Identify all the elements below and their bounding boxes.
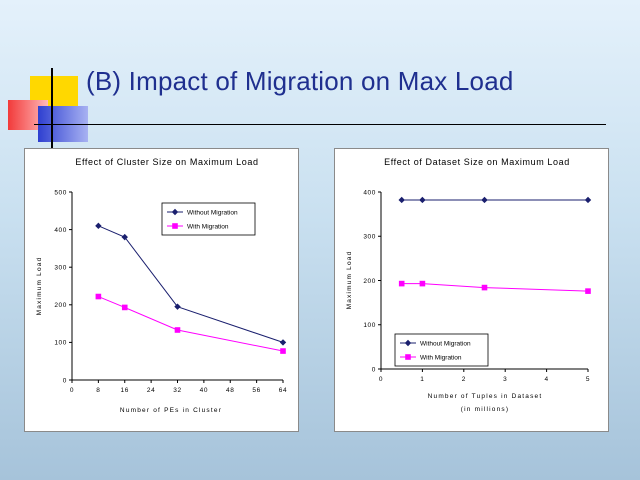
data-point: [481, 196, 488, 204]
deco-vertical-line: [51, 68, 53, 148]
x-tick-label: 1: [420, 376, 424, 383]
y-tick-label: 100: [363, 322, 376, 329]
x-tick-label: 0: [379, 376, 383, 383]
x-tick-label: 64: [279, 387, 287, 394]
x-tick-label: 24: [147, 387, 155, 394]
y-tick-label: 0: [372, 366, 376, 373]
data-point: [398, 196, 405, 204]
data-point: [121, 233, 128, 241]
data-point: [280, 348, 286, 354]
x-tick-label: 8: [96, 387, 100, 394]
chart-axes: 0 100 200 300 400 500 0 8 16 24 32 40 48 56 64: [54, 189, 287, 394]
x-tick-label: 48: [226, 387, 234, 394]
x-tick-label: 32: [173, 387, 181, 394]
x-tick-label: 4: [544, 376, 548, 383]
data-point: [584, 196, 592, 204]
data-point: [398, 280, 405, 287]
chart-dataset-size-svg: Effect of Dataset Size on Maximum Load 0…: [346, 157, 592, 413]
y-axis-label: Maximum Load: [346, 251, 353, 310]
legend-label: With Migration: [187, 223, 229, 230]
y-tick-label: 0: [63, 377, 67, 384]
y-tick-label: 100: [54, 340, 67, 347]
title-underline-rule: [34, 124, 606, 125]
series-line: [98, 225, 284, 343]
legend-marker: [404, 339, 412, 347]
chart-panel-dataset-size: Effect of Dataset Size on Maximum Load 0…: [334, 148, 609, 432]
x-tick-label: 2: [462, 376, 466, 383]
data-point: [95, 222, 102, 230]
legend-label: Without Migration: [187, 209, 238, 216]
slide-title: (B) Impact of Migration on Max Load: [86, 66, 514, 96]
y-tick-label: 300: [363, 234, 376, 241]
legend-marker: [172, 223, 178, 229]
data-point: [95, 293, 102, 300]
data-point: [585, 288, 591, 294]
series-layer: [398, 196, 592, 294]
y-tick-label: 400: [363, 189, 376, 196]
data-point: [174, 327, 181, 333]
y-tick-label: 400: [54, 227, 67, 234]
chart-title: Effect of Cluster Size on Maximum Load: [75, 157, 258, 167]
y-tick-label: 500: [54, 189, 67, 196]
legend-marker: [171, 208, 179, 216]
data-point: [279, 339, 287, 346]
data-point: [174, 303, 181, 310]
legend: Without Migration With Migration: [161, 202, 256, 236]
chart-title: Effect of Dataset Size on Maximum Load: [384, 157, 570, 167]
series-layer: [95, 222, 287, 354]
data-point: [419, 196, 426, 204]
x-axis-label-unit: (in millions): [461, 406, 509, 413]
chart-cluster-size-svg: Effect of Cluster Size on Maximum Load 0…: [36, 157, 287, 414]
series-line: [401, 283, 589, 292]
y-tick-label: 200: [363, 278, 376, 285]
y-tick-label: 200: [54, 302, 67, 309]
legend-box: [161, 202, 256, 236]
chart-axes: 0 100 200 300 400 0 1 2 3 4 5: [363, 189, 590, 383]
legend-marker: [405, 354, 411, 360]
legend-label: With Migration: [420, 354, 462, 361]
x-tick-label: 40: [200, 387, 208, 394]
x-tick-label: 16: [121, 387, 129, 394]
data-point: [121, 304, 128, 311]
x-tick-label: 56: [252, 387, 260, 394]
y-tick-label: 300: [54, 265, 67, 272]
x-tick-label: 5: [586, 376, 590, 383]
y-axis-label: Maximum Load: [36, 257, 43, 316]
legend: Without Migration With Migration: [394, 333, 489, 367]
x-tick-label: 3: [503, 376, 507, 383]
legend-box: [394, 333, 489, 367]
x-axis-label: Number of PEs in Cluster: [120, 407, 222, 414]
x-tick-label: 0: [70, 387, 74, 394]
chart-panel-cluster-size: Effect of Cluster Size on Maximum Load 0…: [24, 148, 299, 432]
series-line: [98, 296, 284, 352]
x-axis-label: Number of Tuples in Dataset: [428, 393, 543, 400]
data-point: [419, 280, 426, 287]
data-point: [481, 284, 488, 291]
legend-label: Without Migration: [420, 340, 471, 347]
